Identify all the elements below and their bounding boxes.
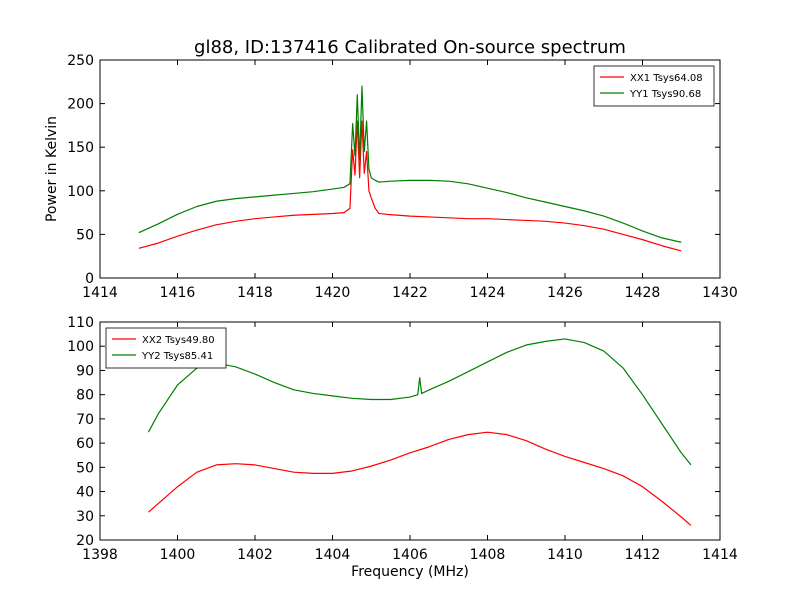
y-tick-label: 110 (67, 315, 94, 331)
y-axis-label: Power in Kelvin (44, 116, 60, 222)
y-tick-label: 50 (76, 227, 94, 243)
y-tick-label: 80 (76, 388, 94, 404)
x-tick-label: 1400 (160, 547, 196, 563)
y-tick-label: 0 (85, 271, 94, 287)
x-tick-label: 1428 (625, 285, 661, 301)
legend-entry: XX2 Tsys49.80 (142, 335, 215, 346)
x-tick-label: 1426 (547, 285, 583, 301)
legend-entry: XX1 Tsys64.08 (630, 73, 703, 84)
x-tick-label: 1414 (82, 285, 118, 301)
legend: XX2 Tsys49.80 YY2 Tsys85.41 (105, 327, 227, 369)
bottom-spectrum-panel: 1398 1400 1402 1404 1406 1408 1410 1412 1414 20 30… (67, 315, 738, 580)
y-tick-label: 200 (67, 97, 94, 113)
x-tick-label: 1410 (547, 547, 583, 563)
x-tick-label: 1424 (470, 285, 506, 301)
x-tick-label: 1430 (702, 285, 738, 301)
y-tick-label: 100 (67, 339, 94, 355)
y-tick-label: 70 (76, 412, 94, 428)
y-tick-label: 250 (67, 53, 94, 69)
y-tick-label: 60 (76, 436, 94, 452)
x-tick-label: 1402 (237, 547, 273, 563)
legend: XX1 Tsys64.08 YY1 Tsys90.68 (593, 65, 715, 107)
x-tick-label: 1406 (392, 547, 428, 563)
x-tick-label: 1408 (470, 547, 506, 563)
y-tick-label: 50 (76, 460, 94, 476)
y-tick-label: 150 (67, 140, 94, 156)
x-axis-label: Frequency (MHz) (351, 564, 469, 580)
legend-box (593, 65, 715, 107)
legend-entry: YY2 Tsys85.41 (141, 351, 213, 362)
series-line-yy2 (147, 338, 692, 466)
x-tick-label: 1412 (625, 547, 661, 563)
top-spectrum-panel: 1414 1416 1418 1420 1422 1424 1426 1428 1430 0 50 1… (44, 53, 738, 301)
legend-box (105, 327, 227, 369)
y-tick-label: 30 (76, 509, 94, 525)
x-tick-label: 1418 (237, 285, 273, 301)
series-line-yy1 (138, 85, 682, 243)
x-tick-label: 1414 (702, 547, 738, 563)
series-line-xx2 (148, 431, 692, 526)
series-line-xx1 (138, 120, 682, 252)
x-tick-label: 1416 (160, 285, 196, 301)
y-tick-label: 40 (76, 485, 94, 501)
chart-title: gl88, ID:137416 Calibrated On-source spe… (194, 37, 626, 58)
x-tick-label: 1422 (392, 285, 428, 301)
x-tick-label: 1398 (82, 547, 118, 563)
y-tick-label: 100 (67, 184, 94, 200)
x-tick-label: 1404 (315, 547, 351, 563)
legend-entry: YY1 Tsys90.68 (629, 89, 701, 100)
y-tick-label: 20 (76, 533, 94, 549)
y-tick-label: 90 (76, 363, 94, 379)
x-tick-label: 1420 (315, 285, 351, 301)
